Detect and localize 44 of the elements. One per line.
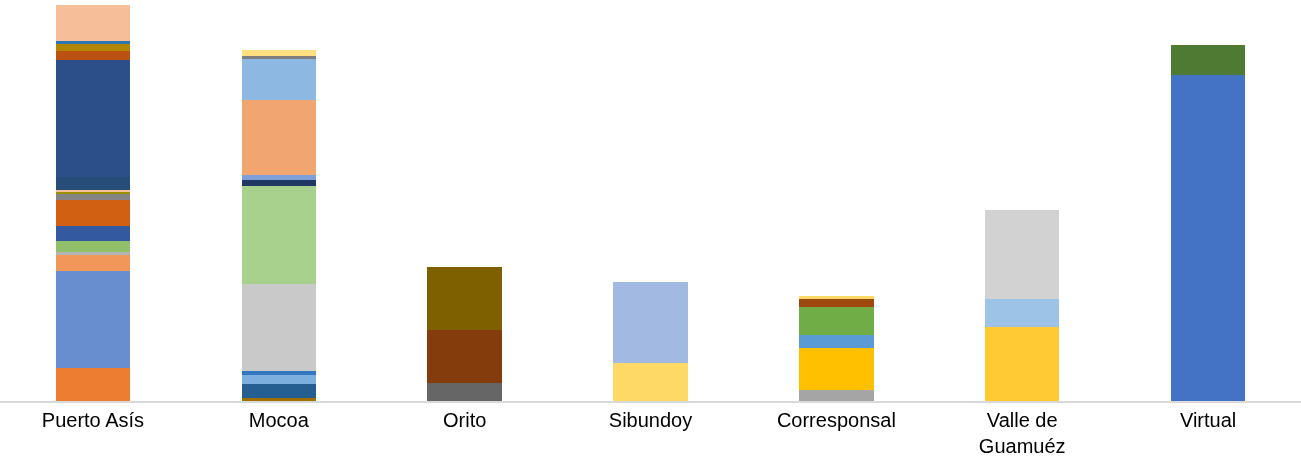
bar <box>799 335 874 348</box>
bar <box>241 186 316 285</box>
bar <box>55 176 131 190</box>
bar <box>799 306 874 336</box>
bar <box>55 271 131 368</box>
bar <box>1170 45 1246 76</box>
bar <box>799 389 874 401</box>
bar <box>241 56 316 60</box>
bar <box>55 41 131 44</box>
x-tick-label: Mocoa <box>248 409 310 431</box>
bar <box>241 397 316 401</box>
bar <box>55 50 131 61</box>
x-tick-label: Orito <box>442 409 487 431</box>
bar <box>985 209 1060 299</box>
bar <box>985 298 1060 327</box>
x-tick-label: Corresponsal <box>776 409 896 431</box>
bar <box>613 281 688 363</box>
bar <box>241 50 316 57</box>
bar <box>427 329 502 383</box>
bar <box>55 5 131 42</box>
x-tick-label: Valle de Guamuéz <box>978 409 1066 457</box>
bar <box>985 326 1060 401</box>
bar <box>799 298 874 307</box>
bar <box>241 59 316 101</box>
bar <box>427 267 502 330</box>
bar <box>241 371 316 376</box>
bar <box>241 100 316 176</box>
bar <box>55 252 131 256</box>
bar <box>55 367 131 401</box>
bar <box>241 383 316 398</box>
bar <box>799 347 874 390</box>
bar <box>427 382 502 401</box>
bar <box>55 241 131 253</box>
bar <box>55 199 131 226</box>
bar <box>55 225 131 242</box>
bar <box>55 60 131 177</box>
x-tick-label: Sibundoy <box>608 409 693 431</box>
x-tick-label: Virtual <box>1179 409 1237 431</box>
bar <box>241 375 316 384</box>
x-tick-label: Puerto Asís <box>41 409 145 431</box>
bar <box>241 175 316 180</box>
bar <box>241 284 316 372</box>
bar <box>1170 75 1246 401</box>
bar <box>55 255 131 272</box>
